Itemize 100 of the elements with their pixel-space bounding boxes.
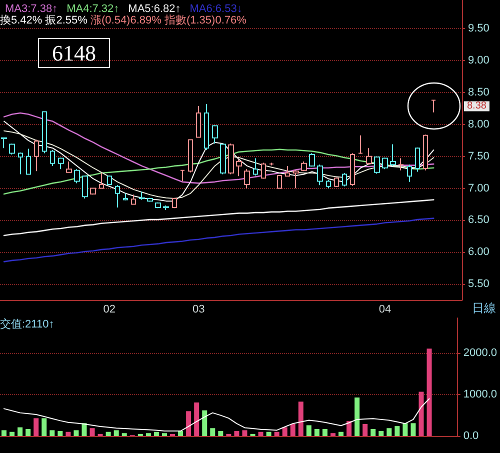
candlestick — [50, 150, 55, 166]
bar — [234, 431, 240, 436]
text: MA4:7.32↑ — [66, 3, 120, 15]
bar — [34, 418, 39, 436]
text: MA3:7.38↑ — [5, 3, 58, 15]
candlestick — [285, 165, 290, 177]
text: 8.38 — [467, 100, 487, 112]
y-tick-label: 6.50 — [468, 214, 490, 226]
y-tick-label: 1000.0 — [463, 388, 498, 401]
bar — [314, 428, 320, 436]
bar — [290, 424, 296, 436]
candlestick — [1, 137, 7, 149]
text: MA6:6.53↓ — [190, 3, 242, 15]
candlestick — [90, 188, 96, 196]
bar — [146, 433, 151, 436]
bar — [266, 432, 272, 436]
y-tick-label: 7.00 — [468, 182, 490, 194]
bar — [378, 431, 384, 436]
bar — [58, 431, 63, 436]
bar — [338, 432, 344, 436]
candlestick — [407, 164, 412, 182]
bar — [362, 424, 368, 436]
annotation: 振2.55% — [45, 14, 88, 26]
bar — [106, 432, 111, 436]
y-tick-label: 9.50 — [468, 22, 490, 35]
candlestick — [293, 170, 299, 189]
candlestick — [107, 175, 112, 186]
candlestick — [301, 160, 307, 172]
candlestick — [317, 164, 323, 186]
candlestick — [82, 176, 88, 200]
candlestick — [326, 180, 331, 189]
bar — [346, 421, 352, 436]
candlestick — [334, 176, 339, 188]
bar — [50, 430, 55, 436]
candlestick — [58, 157, 64, 170]
bar — [298, 402, 304, 436]
candlestick — [374, 156, 380, 174]
bar — [178, 431, 184, 436]
bar — [354, 397, 360, 436]
bar — [386, 428, 392, 436]
candlestick — [9, 143, 15, 155]
candlestick — [350, 152, 355, 186]
candlestick — [415, 146, 420, 172]
bar — [402, 423, 408, 436]
bar — [410, 423, 416, 436]
bar — [202, 410, 208, 436]
bar — [114, 430, 119, 436]
candlestick — [131, 194, 136, 205]
candlestick — [277, 175, 282, 189]
candlestick — [204, 104, 209, 150]
bar — [418, 392, 424, 436]
candlestick — [139, 190, 145, 200]
candlestick — [358, 134, 363, 154]
candlestick — [398, 158, 404, 171]
bar — [186, 411, 192, 436]
line-series — [3, 218, 434, 262]
bar — [26, 428, 31, 436]
candlestick — [18, 152, 23, 175]
bar — [330, 433, 336, 436]
candlestick — [172, 197, 177, 209]
bar — [426, 348, 432, 436]
bar — [282, 427, 288, 436]
bar — [306, 425, 312, 436]
candlestick — [99, 172, 104, 189]
candlestick — [220, 143, 226, 175]
candlestick — [123, 192, 128, 201]
candlestick — [66, 160, 72, 173]
candlestick — [261, 162, 266, 180]
candlestick — [34, 139, 39, 172]
candlestick — [253, 158, 258, 176]
y-tick-label: 6.00 — [468, 246, 490, 258]
x-tick-label: 04 — [378, 304, 392, 316]
candlestick — [147, 197, 153, 202]
candlestick — [228, 143, 234, 175]
candlestick — [212, 124, 218, 144]
candlestick — [196, 105, 201, 138]
line-series — [3, 112, 434, 184]
annotation: 換5.42% — [0, 14, 42, 26]
x-axis-title: 日線 — [472, 301, 496, 315]
bar — [322, 428, 328, 436]
x-tick-label: 03 — [192, 304, 205, 316]
chart-title: 交值:2110↑ — [0, 318, 54, 330]
candlestick — [236, 159, 242, 177]
candlestick — [342, 172, 347, 187]
bar — [242, 430, 248, 436]
y-tick-label: 8.50 — [468, 86, 490, 99]
bar — [162, 433, 167, 436]
candlestick — [431, 100, 436, 113]
candlestick — [26, 148, 31, 175]
candlestick — [390, 144, 396, 166]
bar — [74, 430, 79, 436]
candlestick — [244, 168, 250, 189]
y-tick-label: 0.0 — [463, 430, 479, 442]
candlestick — [382, 157, 388, 170]
y-tick-label: 5.50 — [468, 278, 490, 290]
candlestick — [163, 205, 169, 210]
y-tick-label: 9.00 — [468, 54, 490, 67]
bar — [210, 428, 216, 436]
candlestick — [155, 202, 161, 209]
bar — [66, 432, 71, 436]
